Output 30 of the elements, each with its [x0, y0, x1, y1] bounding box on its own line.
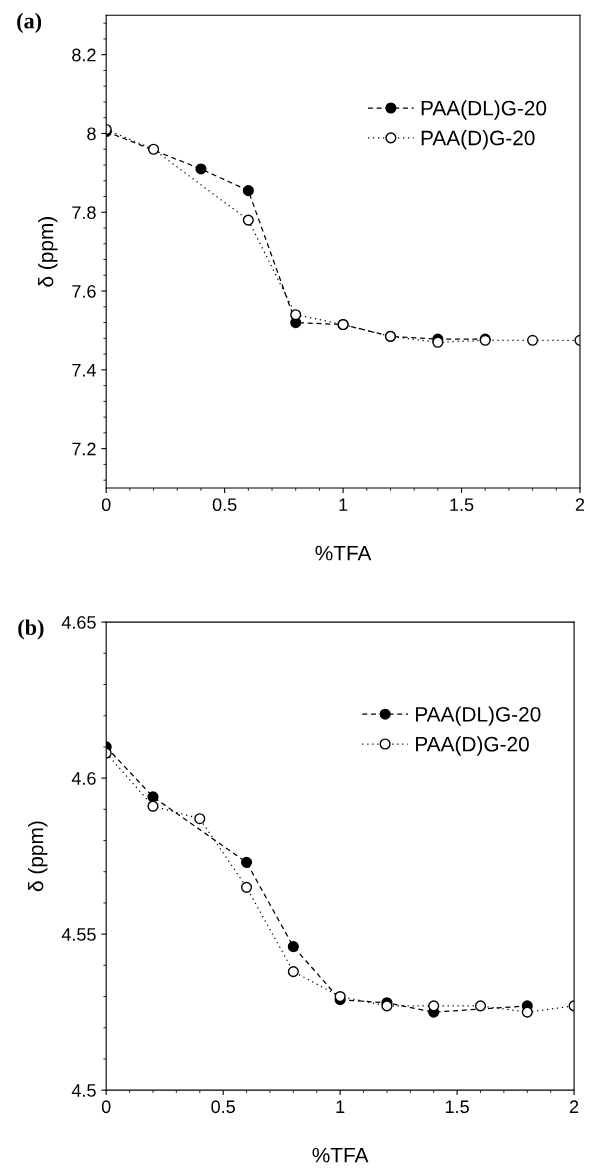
x-axis-title: %TFA	[315, 545, 372, 561]
y-axis-title: δ (ppm)	[28, 821, 48, 892]
x-tick-label: 0	[101, 498, 111, 512]
x-tick-label: 0.5	[211, 1100, 235, 1114]
y-tick-label: 8	[87, 127, 96, 141]
y-tick-label: 4.65	[61, 616, 96, 629]
x-tick-label: 1	[339, 498, 348, 511]
legend-label: PAA(DL)G-20	[416, 706, 541, 726]
x-tick-label: 0.5	[212, 498, 237, 512]
y-tick-label: 4.5	[71, 1084, 96, 1097]
x-tick-label: 2	[575, 498, 585, 511]
y-axis-title: δ (ppm)	[38, 217, 58, 287]
legend-label: PAA(D)G-20	[416, 736, 529, 756]
x-tick-label: 1.5	[445, 1100, 469, 1114]
x-axis-title: %TFA	[312, 1147, 369, 1163]
legend-label: PAA(D)G-20	[421, 130, 535, 150]
x-tick-label: 0	[101, 1100, 111, 1114]
y-tick-label: 7.6	[72, 284, 96, 298]
chart-title: (b)	[18, 619, 44, 640]
chart-title: (a)	[17, 12, 42, 33]
x-tick-label: 2	[569, 1100, 579, 1113]
x-tick-label: 1.5	[450, 498, 474, 512]
y-tick-label: 4.6	[71, 772, 96, 785]
y-tick-label: 7.8	[72, 206, 96, 219]
y-tick-label: 8.2	[72, 48, 96, 62]
y-tick-label: 7.4	[72, 363, 96, 377]
y-tick-label: 4.55	[61, 928, 96, 941]
legend-label: PAA(DL)G-20	[421, 100, 547, 120]
y-tick-label: 7.2	[72, 442, 96, 456]
x-tick-label: 1	[336, 1100, 345, 1113]
